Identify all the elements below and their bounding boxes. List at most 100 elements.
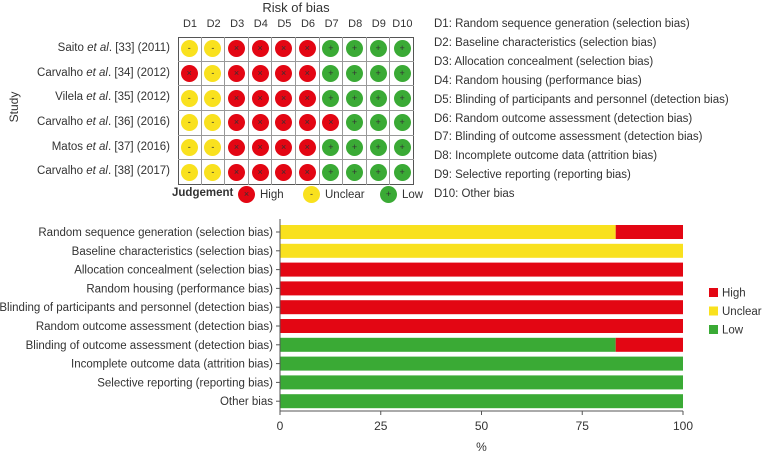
low-judgement-icon: + bbox=[345, 64, 363, 82]
traffic-light-cell: × bbox=[272, 61, 296, 87]
high-judgement-icon: × bbox=[298, 40, 316, 58]
bar-segment-unclear bbox=[280, 225, 616, 239]
traffic-light-cell: + bbox=[366, 37, 391, 62]
traffic-light-cell: × bbox=[225, 160, 249, 185]
traffic-light-cell: - bbox=[178, 135, 202, 161]
low-judgement-icon: + bbox=[322, 139, 340, 156]
traffic-light-cell: + bbox=[390, 160, 414, 185]
traffic-light-cell: - bbox=[178, 86, 202, 111]
low-judgement-icon: + bbox=[393, 164, 411, 182]
high-judgement-icon: × bbox=[322, 114, 340, 132]
x-tick-label: 25 bbox=[374, 419, 388, 433]
bar-segment-low bbox=[280, 337, 616, 352]
traffic-light-cell: × bbox=[272, 160, 296, 185]
legend-swatch-low bbox=[709, 325, 718, 334]
traffic-light-cell: + bbox=[319, 135, 344, 161]
study-label: Carvalho et al. [36] (2016) bbox=[37, 116, 170, 128]
traffic-light-cell: + bbox=[343, 37, 367, 62]
category-label: Blinding of outcome assessment (detectio… bbox=[26, 340, 274, 352]
traffic-light-cell: + bbox=[343, 111, 367, 136]
judgement-legend-label: Low bbox=[402, 188, 424, 201]
low-judgement-icon: + bbox=[393, 89, 411, 107]
domain-header-d9: D9 bbox=[371, 18, 386, 30]
high-judgement-icon: × bbox=[227, 114, 245, 132]
domain-definition: D9: Selective reporting (reporting bias) bbox=[434, 169, 631, 182]
traffic-light-cell: × bbox=[178, 61, 202, 87]
traffic-light-cell: × bbox=[296, 111, 320, 136]
bar-segment-high bbox=[280, 262, 683, 277]
traffic-light-cell: - bbox=[201, 111, 226, 136]
low-judgement-icon: + bbox=[345, 139, 363, 156]
high-judgement-icon: × bbox=[251, 114, 269, 132]
traffic-light-cell: × bbox=[225, 37, 249, 62]
category-label: Baseline characteristics (selection bias… bbox=[72, 246, 274, 258]
legend-label: High bbox=[722, 288, 746, 300]
traffic-light-cell: × bbox=[248, 111, 273, 136]
judgement-legend-item-high: × High bbox=[238, 186, 284, 203]
high-judgement-icon: × bbox=[227, 139, 245, 156]
high-judgement-icon: × bbox=[227, 40, 245, 58]
legend-label: Unclear bbox=[722, 306, 762, 318]
high-judgement-icon: × bbox=[251, 40, 269, 58]
traffic-light-cell: + bbox=[319, 61, 344, 87]
low-judgement-icon: + bbox=[345, 164, 363, 182]
bar-segment-high bbox=[615, 337, 683, 352]
bar-segment-low bbox=[280, 375, 683, 390]
unclear-judgement-icon: - bbox=[180, 40, 198, 58]
judgement-legend-item-unclear: - Unclear bbox=[303, 186, 365, 203]
traffic-light-cell: + bbox=[343, 160, 367, 185]
x-tick-label: 0 bbox=[277, 419, 284, 433]
unclear-judgement-icon: - bbox=[204, 89, 222, 107]
category-label: Other bias bbox=[220, 396, 273, 408]
bar-segment-high bbox=[615, 225, 683, 239]
traffic-light-cell: × bbox=[296, 135, 320, 161]
traffic-light-cell: + bbox=[390, 37, 414, 62]
low-judgement-icon: + bbox=[345, 89, 363, 107]
study-label: Carvalho et al. [34] (2012) bbox=[37, 66, 170, 79]
high-judgement-icon: × bbox=[227, 89, 245, 107]
traffic-light-grid: - - × × × × + + + + × - × × × × + + + + - - × × × × + + + + - - × × × × × + + +… bbox=[178, 37, 414, 185]
bar-segment-unclear bbox=[280, 243, 683, 258]
unclear-judgement-icon: - bbox=[204, 164, 222, 182]
high-judgement-icon: × bbox=[227, 164, 245, 182]
category-label: Blinding of participants and personnel (… bbox=[0, 302, 273, 314]
traffic-light-cell: - bbox=[178, 111, 202, 136]
unclear-judgement-icon: - bbox=[303, 186, 320, 203]
domain-header-d1: D1 bbox=[182, 18, 198, 30]
traffic-light-cell: + bbox=[390, 111, 414, 136]
traffic-light-cell: - bbox=[202, 160, 226, 185]
high-judgement-icon: × bbox=[275, 139, 293, 156]
legend-swatch-high bbox=[709, 288, 718, 297]
low-judgement-icon: + bbox=[322, 64, 340, 82]
study-label: Vilela et al. [35] (2012) bbox=[55, 91, 170, 104]
legend-swatch-unclear bbox=[709, 306, 718, 316]
traffic-light-cell: × bbox=[272, 111, 296, 136]
high-judgement-icon: × bbox=[238, 186, 255, 203]
low-judgement-icon: + bbox=[369, 139, 387, 156]
high-judgement-icon: × bbox=[251, 64, 269, 82]
domain-definition: D7: Blinding of outcome assessment (dete… bbox=[434, 131, 703, 144]
low-judgement-icon: + bbox=[393, 40, 411, 58]
bar-segment-high bbox=[280, 300, 683, 315]
traffic-light-cell: - bbox=[201, 61, 226, 87]
domain-definition: D2: Baseline characteristics (selection … bbox=[434, 36, 657, 49]
traffic-light-cell: × bbox=[225, 61, 249, 87]
traffic-light-cell: × bbox=[296, 37, 320, 62]
traffic-light-cell: - bbox=[178, 37, 202, 62]
traffic-light-cell: - bbox=[201, 86, 226, 111]
low-judgement-icon: + bbox=[345, 40, 363, 58]
low-judgement-icon: + bbox=[393, 64, 411, 82]
x-tick-label: 50 bbox=[475, 419, 489, 433]
category-label: Incomplete outcome data (attrition bias) bbox=[71, 359, 273, 371]
domain-header-d2: D2 bbox=[206, 18, 221, 30]
study-label: Carvalho et al. [38] (2017) bbox=[37, 165, 170, 178]
unclear-judgement-icon: - bbox=[204, 114, 222, 132]
traffic-light-cell: × bbox=[248, 86, 273, 111]
traffic-light-cell: × bbox=[319, 111, 344, 136]
judgement-legend-item-low: + Low bbox=[380, 186, 423, 203]
traffic-light-cell: - bbox=[201, 37, 226, 62]
traffic-light-cell: + bbox=[390, 86, 414, 111]
domain-definition: D3: Allocation concealment (selection bi… bbox=[434, 55, 654, 68]
high-judgement-icon: × bbox=[275, 40, 293, 58]
